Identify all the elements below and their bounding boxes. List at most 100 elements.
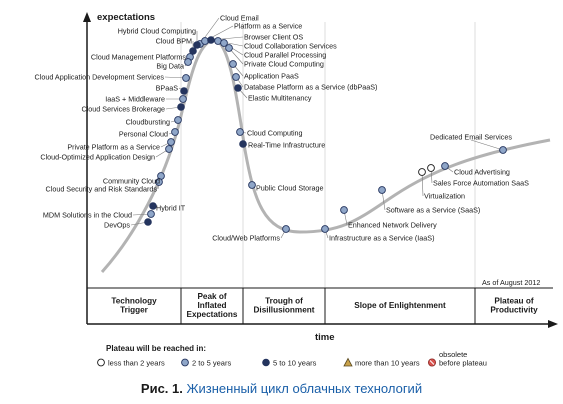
technology-label: Cloud-Optimized Application Design <box>40 153 155 162</box>
technology-label: Private Cloud Computing <box>244 60 324 69</box>
technology-label: Platform as a Service <box>234 22 302 31</box>
technology-label: Cloud Computing <box>247 129 303 138</box>
technology-marker <box>378 186 386 194</box>
technology-markers <box>144 36 507 233</box>
phase-label: Trigger <box>120 306 149 315</box>
technology-label: Elastic Multitenancy <box>248 94 312 103</box>
legend-title: Plateau will be reached in: <box>106 344 206 353</box>
x-axis-title: time <box>315 332 335 343</box>
technology-marker <box>225 44 233 52</box>
technology-label: Cloud Email <box>220 14 259 23</box>
technology-label: Infrastructure as a Service (IaaS) <box>329 234 434 243</box>
legend-label: 2 to 5 years <box>192 359 231 368</box>
legend: Plateau will be reached in: less than 2 … <box>97 344 487 368</box>
as-of-note: As of August 2012 <box>482 278 540 287</box>
hype-curve <box>100 38 551 273</box>
caption-number: Рис. 1. <box>140 381 183 396</box>
legend-marker <box>97 358 105 367</box>
technology-label: Big Data <box>156 62 184 71</box>
phase-label: Expectations <box>187 310 238 319</box>
technology-marker <box>193 41 201 49</box>
technology-marker <box>236 128 244 136</box>
technology-marker <box>167 138 175 146</box>
technology-marker <box>232 73 240 81</box>
technology-label: DevOps <box>104 221 130 230</box>
technology-marker <box>229 60 237 68</box>
x-axis-arrow <box>548 320 558 328</box>
caption-text: Жизненный цикл облачных технологий <box>186 381 423 396</box>
technology-marker <box>184 58 192 66</box>
technology-marker <box>282 225 290 233</box>
technology-marker <box>174 116 182 124</box>
technology-label: Enhanced Network Delivery <box>348 221 437 230</box>
technology-marker <box>179 95 187 103</box>
technology-label: Private Platform as a Service <box>67 143 160 152</box>
technology-marker <box>427 164 435 172</box>
technology-marker <box>220 39 228 47</box>
technology-label: Cloudbursting <box>126 118 170 127</box>
technology-marker <box>144 218 152 226</box>
technology-label: Real-Time Infrastructure <box>248 141 325 150</box>
phase-label: Trough of <box>265 297 303 306</box>
legend-items: less than 2 years 2 to 5 years 5 to 10 yea… <box>97 350 487 368</box>
technology-label: Sales Force Automation SaaS <box>433 179 529 188</box>
technology-label: Hybrid IT <box>156 204 186 213</box>
technology-label: IaaS + Middleware <box>105 95 165 104</box>
technology-label: Cloud BPM <box>156 37 192 46</box>
technology-marker <box>149 202 157 210</box>
y-axis-title: expectations <box>97 12 155 23</box>
legend-label: 5 to 10 years <box>273 359 317 368</box>
technology-label: Cloud Advertising <box>454 168 510 177</box>
technology-marker <box>182 74 190 82</box>
phase-label: Disillusionment <box>254 306 315 315</box>
technology-label: Cloud Management Platforms <box>91 53 186 62</box>
technology-marker <box>499 146 507 154</box>
technology-label: Cloud Parallel Processing <box>244 51 326 60</box>
technology-marker <box>147 210 155 218</box>
phase-label: Peak of <box>197 292 226 301</box>
phase-label: Productivity <box>490 306 538 315</box>
technology-label: Cloud Application Development Services <box>35 73 165 82</box>
technology-marker <box>340 206 348 214</box>
technology-marker <box>171 128 179 136</box>
legend-marker <box>343 357 353 367</box>
technology-marker <box>155 178 163 186</box>
legend-marker-cross <box>429 360 435 365</box>
leader-line <box>421 171 424 197</box>
legend-label: more than 10 years <box>355 359 420 368</box>
technology-label: Personal Cloud <box>119 130 168 139</box>
y-axis-arrow <box>83 12 91 22</box>
technology-label: Application PaaS <box>244 72 299 81</box>
technology-label: Cloud Services Brokerage <box>82 105 166 114</box>
phase-label: Slope of Enlightenment <box>354 301 446 310</box>
legend-marker <box>181 358 189 367</box>
technology-label: Community Cloud <box>103 177 160 186</box>
technology-marker <box>180 87 188 95</box>
technology-label: Virtualization <box>424 192 465 201</box>
technology-marker <box>207 36 215 44</box>
technology-marker <box>441 162 449 170</box>
phase-label: Technology <box>111 297 157 306</box>
phase-label: Plateau of <box>494 297 533 306</box>
technology-marker <box>189 47 197 55</box>
technology-label: Cloud/Web Platforms <box>212 234 280 243</box>
technology-label: Browser Client OS <box>244 33 303 42</box>
phase-label: Inflated <box>197 301 226 310</box>
technology-marker <box>234 84 242 92</box>
technology-label: Dedicated Email Services <box>430 133 512 142</box>
technology-label: MDM Solutions in the Cloud <box>43 211 132 220</box>
technology-label: Software as a Service (SaaS) <box>386 206 480 215</box>
technology-label: BPaaS <box>156 84 179 93</box>
technology-label: Database Platform as a Service (dbPaaS) <box>244 83 377 92</box>
technology-label: Public Cloud Storage <box>256 184 324 193</box>
legend-marker <box>262 358 270 367</box>
technology-label: Hybrid Cloud Computing <box>118 27 196 36</box>
technology-marker <box>177 103 185 111</box>
technology-marker <box>248 181 256 189</box>
figure-caption: Рис. 1. Жизненный цикл облачных технолог… <box>0 381 563 396</box>
legend-label: obsolete <box>439 350 467 359</box>
technology-marker <box>418 168 426 176</box>
technology-label: Cloud Collaboration Services <box>244 42 337 51</box>
